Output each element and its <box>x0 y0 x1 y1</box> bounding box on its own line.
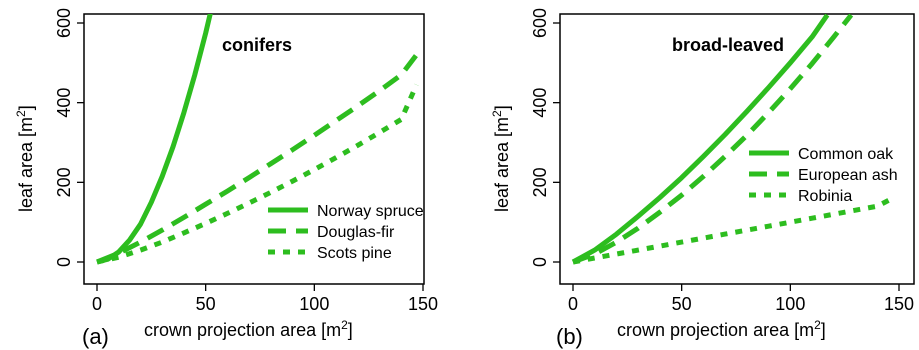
y-axis: 0 200 400 600 <box>530 8 560 267</box>
x-axis: 0 50 100 150 <box>568 284 914 314</box>
y-tick-label: 0 <box>530 257 550 267</box>
x-tick-label: 150 <box>884 294 914 314</box>
legend: Norway spruce Douglas-fir Scots pine <box>268 203 424 262</box>
panel-conifers: 0 50 100 150 0 200 400 600 conifers Norway spr… <box>14 8 438 349</box>
series-line-european-ash <box>572 14 854 265</box>
legend-label: European ash <box>798 167 898 184</box>
legend-label: Scots pine <box>317 245 392 262</box>
y-axis-label: leaf area [m2] <box>490 105 512 212</box>
plot-frame <box>559 13 915 285</box>
x-tick-label: 50 <box>196 294 216 314</box>
legend-label: Norway spruce <box>317 203 424 220</box>
plot-frame <box>83 13 425 285</box>
x-tick-label: 50 <box>672 294 692 314</box>
series-line-common-oak <box>571 14 830 265</box>
x-tick-label: 150 <box>408 294 438 314</box>
y-axis: 0 200 400 600 <box>54 8 84 267</box>
legend-label: Douglas-fir <box>317 224 395 241</box>
panel-broad-leaved: 0 50 100 150 0 200 400 600 broad-leaved Common… <box>490 8 915 349</box>
x-tick-label: 0 <box>568 294 578 314</box>
chart-title: broad-leaved <box>672 35 784 55</box>
y-tick-label: 200 <box>530 167 550 197</box>
y-tick-label: 200 <box>54 167 74 197</box>
y-axis-label: leaf area [m2] <box>14 105 36 212</box>
chart-title: conifers <box>222 35 292 55</box>
series-line-robinia <box>572 196 894 265</box>
y-tick-label: 600 <box>54 8 74 38</box>
x-axis: 0 50 100 150 <box>92 284 438 314</box>
x-tick-label: 0 <box>92 294 102 314</box>
y-tick-label: 400 <box>530 88 550 118</box>
series-layer <box>571 14 894 265</box>
x-axis-label: crown projection area [m2] <box>144 318 353 340</box>
y-tick-label: 600 <box>530 8 550 38</box>
panel-label: (a) <box>82 324 109 349</box>
x-tick-label: 100 <box>299 294 329 314</box>
legend-label: Common oak <box>798 146 894 163</box>
series-line-douglas-fir <box>96 53 419 265</box>
y-tick-label: 400 <box>54 88 74 118</box>
x-axis-label: crown projection area [m2] <box>617 318 826 340</box>
series-line-norway-spruce <box>96 14 213 265</box>
y-tick-label: 0 <box>54 257 74 267</box>
series-layer <box>96 14 419 265</box>
panel-label: (b) <box>556 324 583 349</box>
legend: Common oak European ash Robinia <box>749 146 898 205</box>
x-tick-label: 100 <box>775 294 805 314</box>
legend-label: Robinia <box>798 188 852 205</box>
